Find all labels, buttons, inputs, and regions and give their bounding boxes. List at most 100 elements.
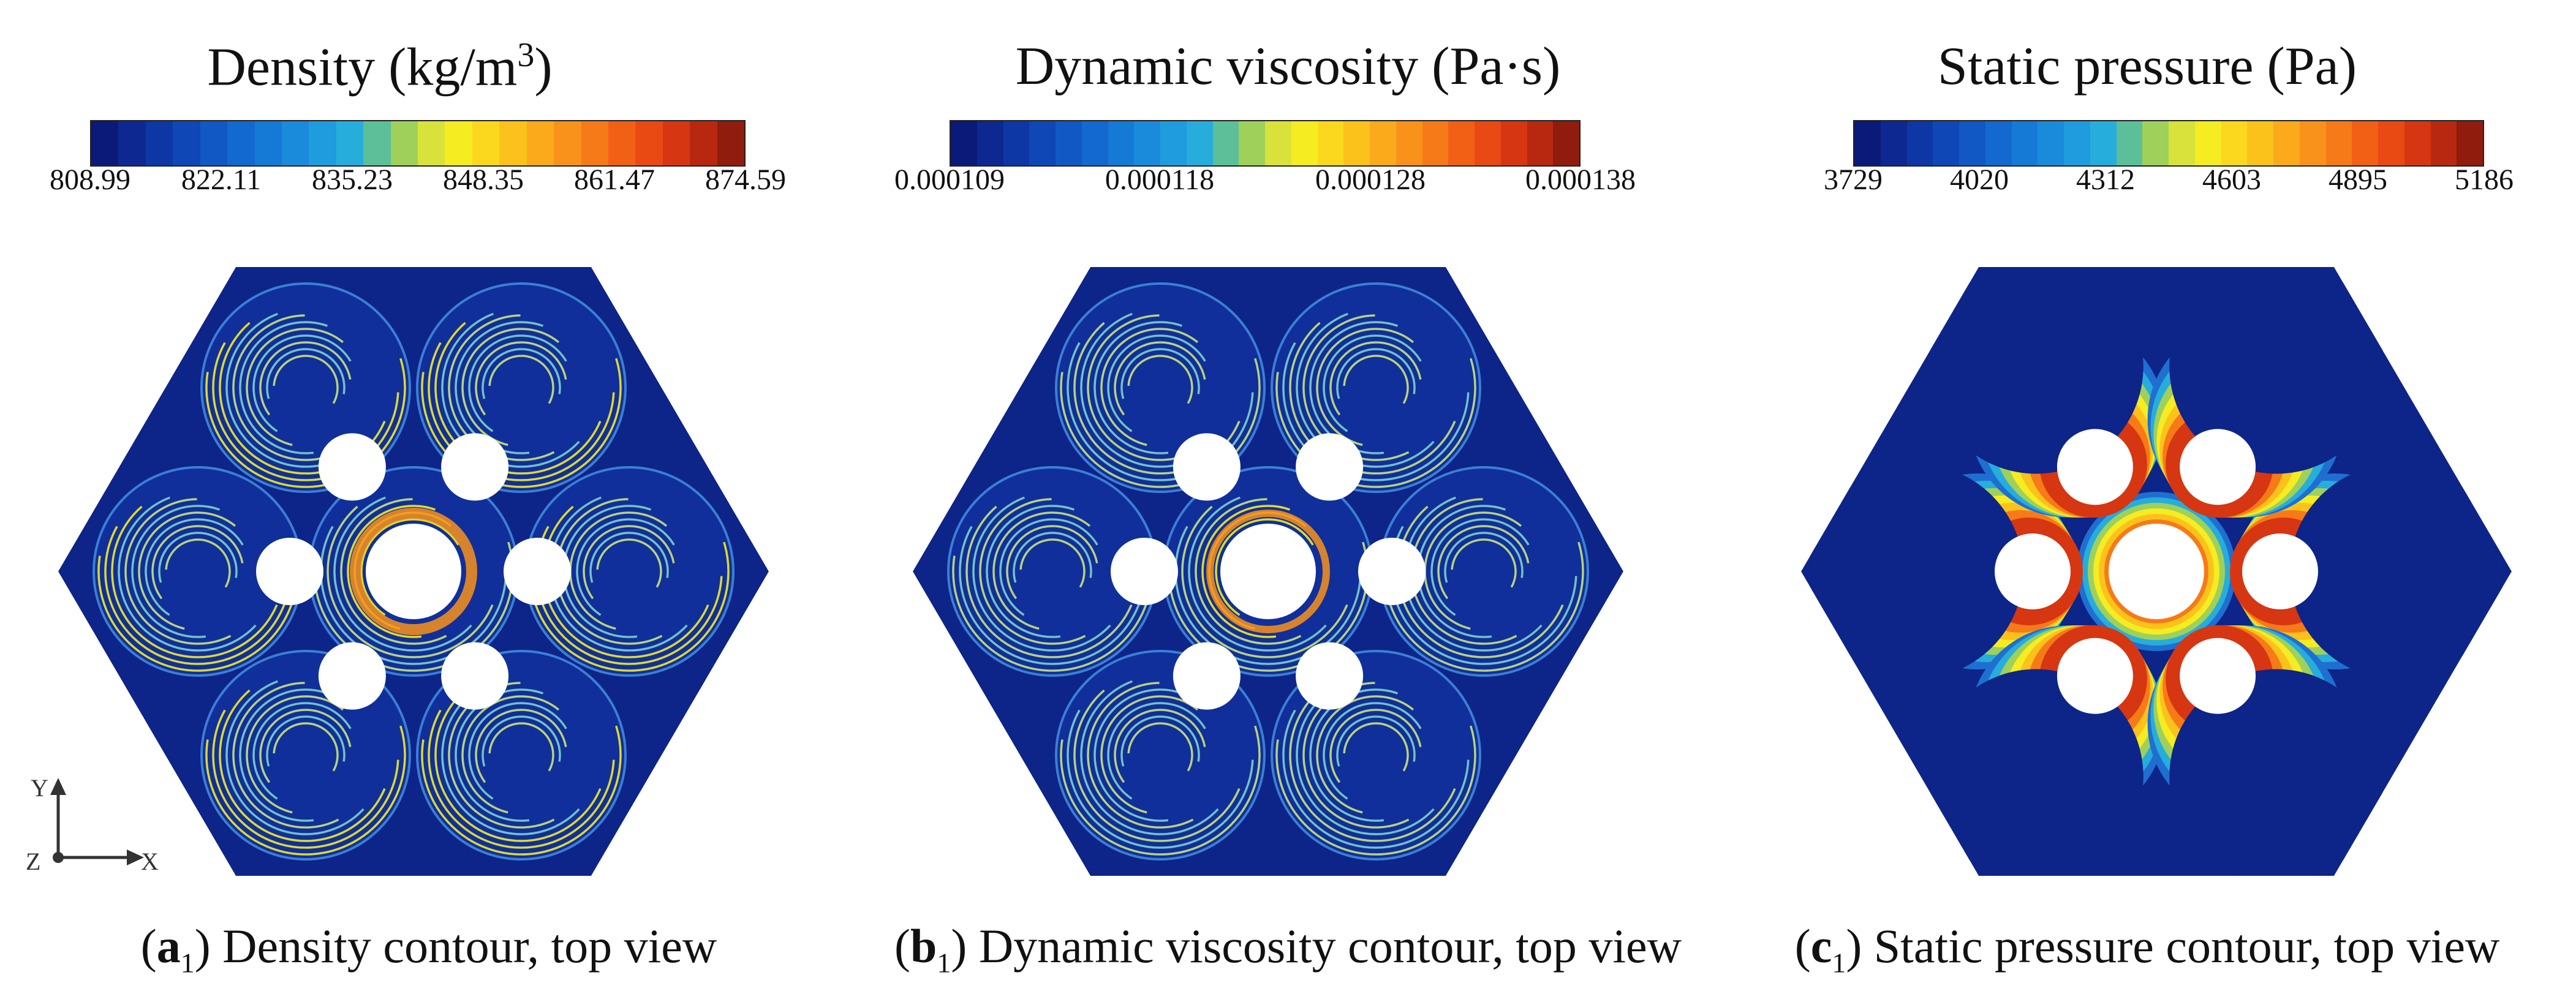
panel-pressure: Static pressure (Pa) 3729 4020 4312 4603…: [1718, 0, 2576, 1002]
inner-hole: [256, 538, 323, 605]
colorbar-swatch: [1239, 121, 1265, 165]
colorbar-swatch: [2299, 121, 2326, 165]
inner-hole: [1173, 433, 1241, 501]
colorbar-swatch: [2221, 121, 2248, 165]
colorbar-swatch: [1906, 121, 1933, 165]
coil-line: [529, 541, 730, 672]
colorbar-swatch: [2273, 121, 2300, 165]
colorbar-swatch: [2457, 121, 2483, 165]
coil-line: [569, 511, 668, 630]
coil-line: [468, 334, 567, 432]
coil-line: [266, 715, 346, 767]
coil-line: [475, 341, 567, 416]
coil-line: [461, 695, 560, 814]
inner-hole: [441, 642, 509, 710]
inner-hole: [2180, 638, 2256, 714]
pressure-band: [1928, 267, 2144, 474]
coil-line: [1060, 725, 1261, 856]
tick-label: 848.35: [443, 164, 524, 196]
coil-line: [448, 314, 555, 461]
coil-line: [1093, 321, 1183, 454]
coil-line: [1107, 702, 1206, 800]
colorbar-swatch: [1854, 121, 1881, 165]
coil-line: [1019, 538, 1086, 588]
density-contour-plot: [58, 267, 769, 876]
inner-hole: [1358, 538, 1426, 605]
hot-ring: [350, 508, 477, 635]
center-hole: [2109, 524, 2204, 619]
coil-line: [1100, 328, 1199, 446]
colorbar-swatch: [1108, 121, 1135, 165]
axis-z-label: Z: [26, 848, 40, 875]
colorbar-swatch: [336, 121, 364, 165]
coil-line: [1073, 689, 1241, 842]
panel-viscosity: Dynamic viscosity (Pa·s) 0.000109 0.0001…: [858, 0, 1718, 1002]
colorbar-swatch: [1343, 121, 1370, 165]
colorbar-swatch: [2247, 121, 2273, 165]
coil-line: [212, 342, 399, 481]
coil-line: [999, 518, 1098, 616]
colorbar-viscosity: [950, 120, 1581, 167]
coil-line: [252, 702, 352, 800]
coil-line: [1336, 348, 1416, 399]
coil-line: [434, 689, 602, 842]
coil-line: [360, 518, 459, 616]
inner-hole: [1995, 533, 2071, 609]
colorbar-title-viscosity: Dynamic viscosity (Pa·s): [1015, 37, 1561, 96]
colorbar-swatch: [2064, 121, 2090, 165]
coil-line: [205, 358, 406, 488]
inner-hole: [2180, 429, 2256, 505]
coil-line: [259, 341, 352, 416]
colorbar-swatch: [526, 121, 554, 165]
coil-line: [1100, 695, 1199, 814]
coil-line: [347, 505, 436, 638]
center-hole: [366, 524, 461, 619]
coil-line: [1181, 505, 1348, 658]
coil-line: [986, 505, 1075, 638]
coil-line: [1087, 314, 1194, 461]
colorbar-swatch: [1880, 121, 1907, 165]
coil-line: [1296, 312, 1435, 468]
colorbar-title-pressure: Static pressure (Pa): [1937, 37, 2357, 96]
tick-label: 822.11: [181, 164, 262, 196]
coil-line: [1114, 341, 1206, 416]
colorbar-swatch: [1265, 121, 1291, 165]
tick-label: 3729: [1824, 164, 1883, 196]
colorbar-swatch: [2038, 121, 2064, 165]
coil-line: [589, 532, 669, 583]
colorbar-swatch: [227, 121, 255, 165]
coil-line: [1195, 498, 1302, 645]
coil-line: [549, 496, 688, 652]
coil-line: [1120, 715, 1200, 767]
coil-line: [252, 334, 352, 432]
inner-hole: [2057, 638, 2133, 714]
coil-line: [421, 725, 622, 856]
coil-line: [273, 355, 339, 404]
colorbar-swatch: [2169, 121, 2195, 165]
colorbar-swatch: [1527, 121, 1554, 165]
coil-line: [488, 355, 554, 404]
colorbar-title-density: Density (kg/m3): [207, 36, 553, 97]
coil-line: [313, 541, 514, 672]
inner-hole: [318, 642, 386, 710]
tick-label: 0.000138: [1525, 164, 1636, 196]
coil-line: [273, 722, 339, 772]
coil-line: [1120, 348, 1200, 399]
inner-hole: [441, 433, 509, 501]
colorbar-swatch: [445, 121, 472, 165]
coil-line: [1067, 709, 1254, 849]
coil-line: [488, 722, 554, 772]
colorbar-swatch: [608, 121, 636, 165]
colorbar-swatch: [1186, 121, 1213, 165]
coil-line: [1383, 541, 1584, 672]
coil-line: [1013, 532, 1092, 583]
coil-line: [327, 505, 494, 658]
coil-line: [482, 348, 561, 399]
coil-line: [959, 525, 1146, 665]
coil-line: [1289, 689, 1456, 842]
colorbar-swatch: [662, 121, 690, 165]
colorbar-swatch: [1160, 121, 1187, 165]
tick-label: 4020: [1950, 164, 2009, 196]
coil-line: [1329, 709, 1422, 783]
coil-line: [1343, 355, 1409, 404]
